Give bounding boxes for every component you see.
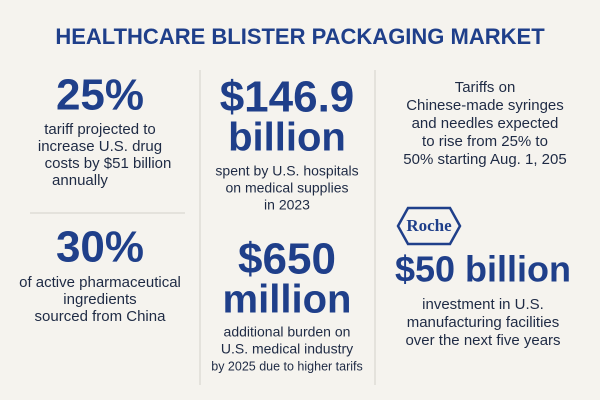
stat-text: tariff projected to <box>44 121 155 138</box>
stat-text: over the next five years <box>405 332 560 349</box>
stat-figure: 30% <box>56 223 144 272</box>
stat-figure: 25% <box>56 71 144 120</box>
logo: Roche <box>406 216 452 235</box>
stat-text: costs by $51 billion <box>45 155 172 172</box>
stat-figure: million <box>223 278 352 322</box>
stat-figure: $650 <box>238 235 336 284</box>
stat-text: in 2023 <box>264 197 310 213</box>
note-text: and needles expected <box>412 115 559 132</box>
stat-text: manufacturing facilities <box>407 314 560 331</box>
note-text: 50% starting Aug. 1, 205 <box>403 151 566 168</box>
note-text: Tariffs on <box>455 79 516 96</box>
stat-text: investment in U.S. <box>422 296 544 313</box>
note-text: to rise from 25% to <box>422 133 548 150</box>
stat-figure: billion <box>228 116 346 160</box>
stat-text: of active pharmaceutical <box>19 274 181 291</box>
stat-text: annually <box>52 172 108 189</box>
stat-text: by 2025 due to higher tarifs <box>211 359 363 373</box>
stat-figure: $146.9 <box>220 73 355 122</box>
stat-text: sourced from China <box>35 308 167 325</box>
title: HEALTHCARE BLISTER PACKAGING MARKET <box>55 24 545 49</box>
logo-hexagon <box>396 206 462 246</box>
note-text: Chinese-made syringes <box>406 97 564 114</box>
stat-text: on medical supplies <box>226 180 349 196</box>
stat-text: ingredients <box>63 291 136 308</box>
stat-figure: $50 billion <box>395 249 571 290</box>
stat-text: spent by U.S. hospitals <box>215 163 358 179</box>
stat-text: additional burden on <box>224 324 351 340</box>
stat-text: U.S. medical industry <box>221 341 353 357</box>
stat-text: increase U.S. drug <box>38 138 162 155</box>
